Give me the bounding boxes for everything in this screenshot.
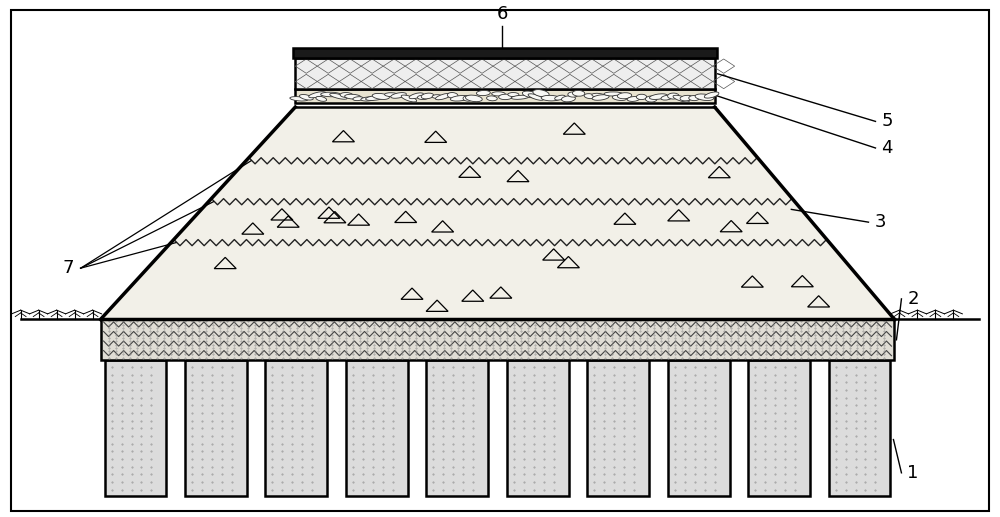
Ellipse shape (432, 95, 442, 98)
Polygon shape (101, 320, 894, 360)
Bar (587, 360, 649, 496)
Bar (295, 89, 715, 103)
Ellipse shape (316, 96, 327, 101)
Ellipse shape (409, 93, 423, 99)
Bar (668, 360, 730, 496)
Text: 4: 4 (881, 139, 893, 157)
Bar (295, 58, 715, 89)
Ellipse shape (528, 94, 544, 100)
Ellipse shape (476, 90, 490, 96)
Polygon shape (101, 107, 894, 320)
Text: 3: 3 (874, 213, 886, 231)
Ellipse shape (417, 95, 429, 99)
Text: 1: 1 (907, 464, 919, 482)
Ellipse shape (680, 95, 693, 101)
Ellipse shape (572, 90, 585, 96)
Ellipse shape (487, 96, 497, 101)
Text: 6: 6 (496, 5, 508, 23)
Ellipse shape (612, 95, 627, 100)
Ellipse shape (450, 96, 469, 101)
Text: 7: 7 (63, 259, 74, 277)
Ellipse shape (421, 93, 434, 99)
Bar (507, 360, 569, 496)
Ellipse shape (401, 95, 417, 102)
Ellipse shape (353, 97, 363, 101)
Ellipse shape (649, 94, 667, 99)
Ellipse shape (330, 94, 347, 99)
Ellipse shape (508, 93, 519, 97)
Bar (748, 360, 810, 496)
Ellipse shape (695, 94, 714, 100)
Bar (346, 360, 408, 496)
Ellipse shape (661, 95, 673, 100)
Ellipse shape (463, 96, 473, 101)
Ellipse shape (627, 97, 640, 101)
Text: 5: 5 (881, 112, 893, 130)
Ellipse shape (689, 96, 699, 101)
Ellipse shape (361, 97, 376, 101)
Ellipse shape (447, 93, 458, 98)
Bar (829, 360, 890, 496)
Ellipse shape (604, 92, 623, 96)
Text: 2: 2 (907, 290, 919, 308)
Ellipse shape (668, 93, 679, 99)
Ellipse shape (465, 95, 482, 102)
Ellipse shape (592, 95, 609, 100)
Ellipse shape (592, 93, 605, 98)
Bar (265, 360, 327, 496)
Bar (293, 48, 717, 58)
Ellipse shape (511, 95, 529, 99)
Ellipse shape (704, 92, 719, 98)
Ellipse shape (499, 94, 512, 100)
Ellipse shape (673, 95, 689, 102)
Ellipse shape (568, 92, 578, 97)
Ellipse shape (533, 89, 549, 97)
Ellipse shape (584, 94, 595, 99)
Ellipse shape (391, 93, 406, 98)
Ellipse shape (299, 95, 313, 100)
Ellipse shape (290, 97, 308, 101)
Ellipse shape (555, 95, 565, 100)
Bar (185, 360, 247, 496)
Ellipse shape (645, 96, 657, 102)
Ellipse shape (372, 94, 389, 99)
Ellipse shape (385, 93, 398, 97)
Bar (426, 360, 488, 496)
Ellipse shape (492, 92, 505, 96)
Ellipse shape (309, 92, 326, 98)
Ellipse shape (366, 96, 385, 100)
Ellipse shape (340, 93, 353, 98)
Ellipse shape (541, 95, 560, 101)
Bar (105, 360, 166, 496)
Ellipse shape (522, 91, 539, 98)
Ellipse shape (321, 92, 341, 97)
Ellipse shape (617, 93, 632, 99)
Ellipse shape (561, 96, 575, 102)
Ellipse shape (435, 94, 452, 100)
Ellipse shape (345, 94, 361, 99)
Ellipse shape (636, 94, 647, 100)
